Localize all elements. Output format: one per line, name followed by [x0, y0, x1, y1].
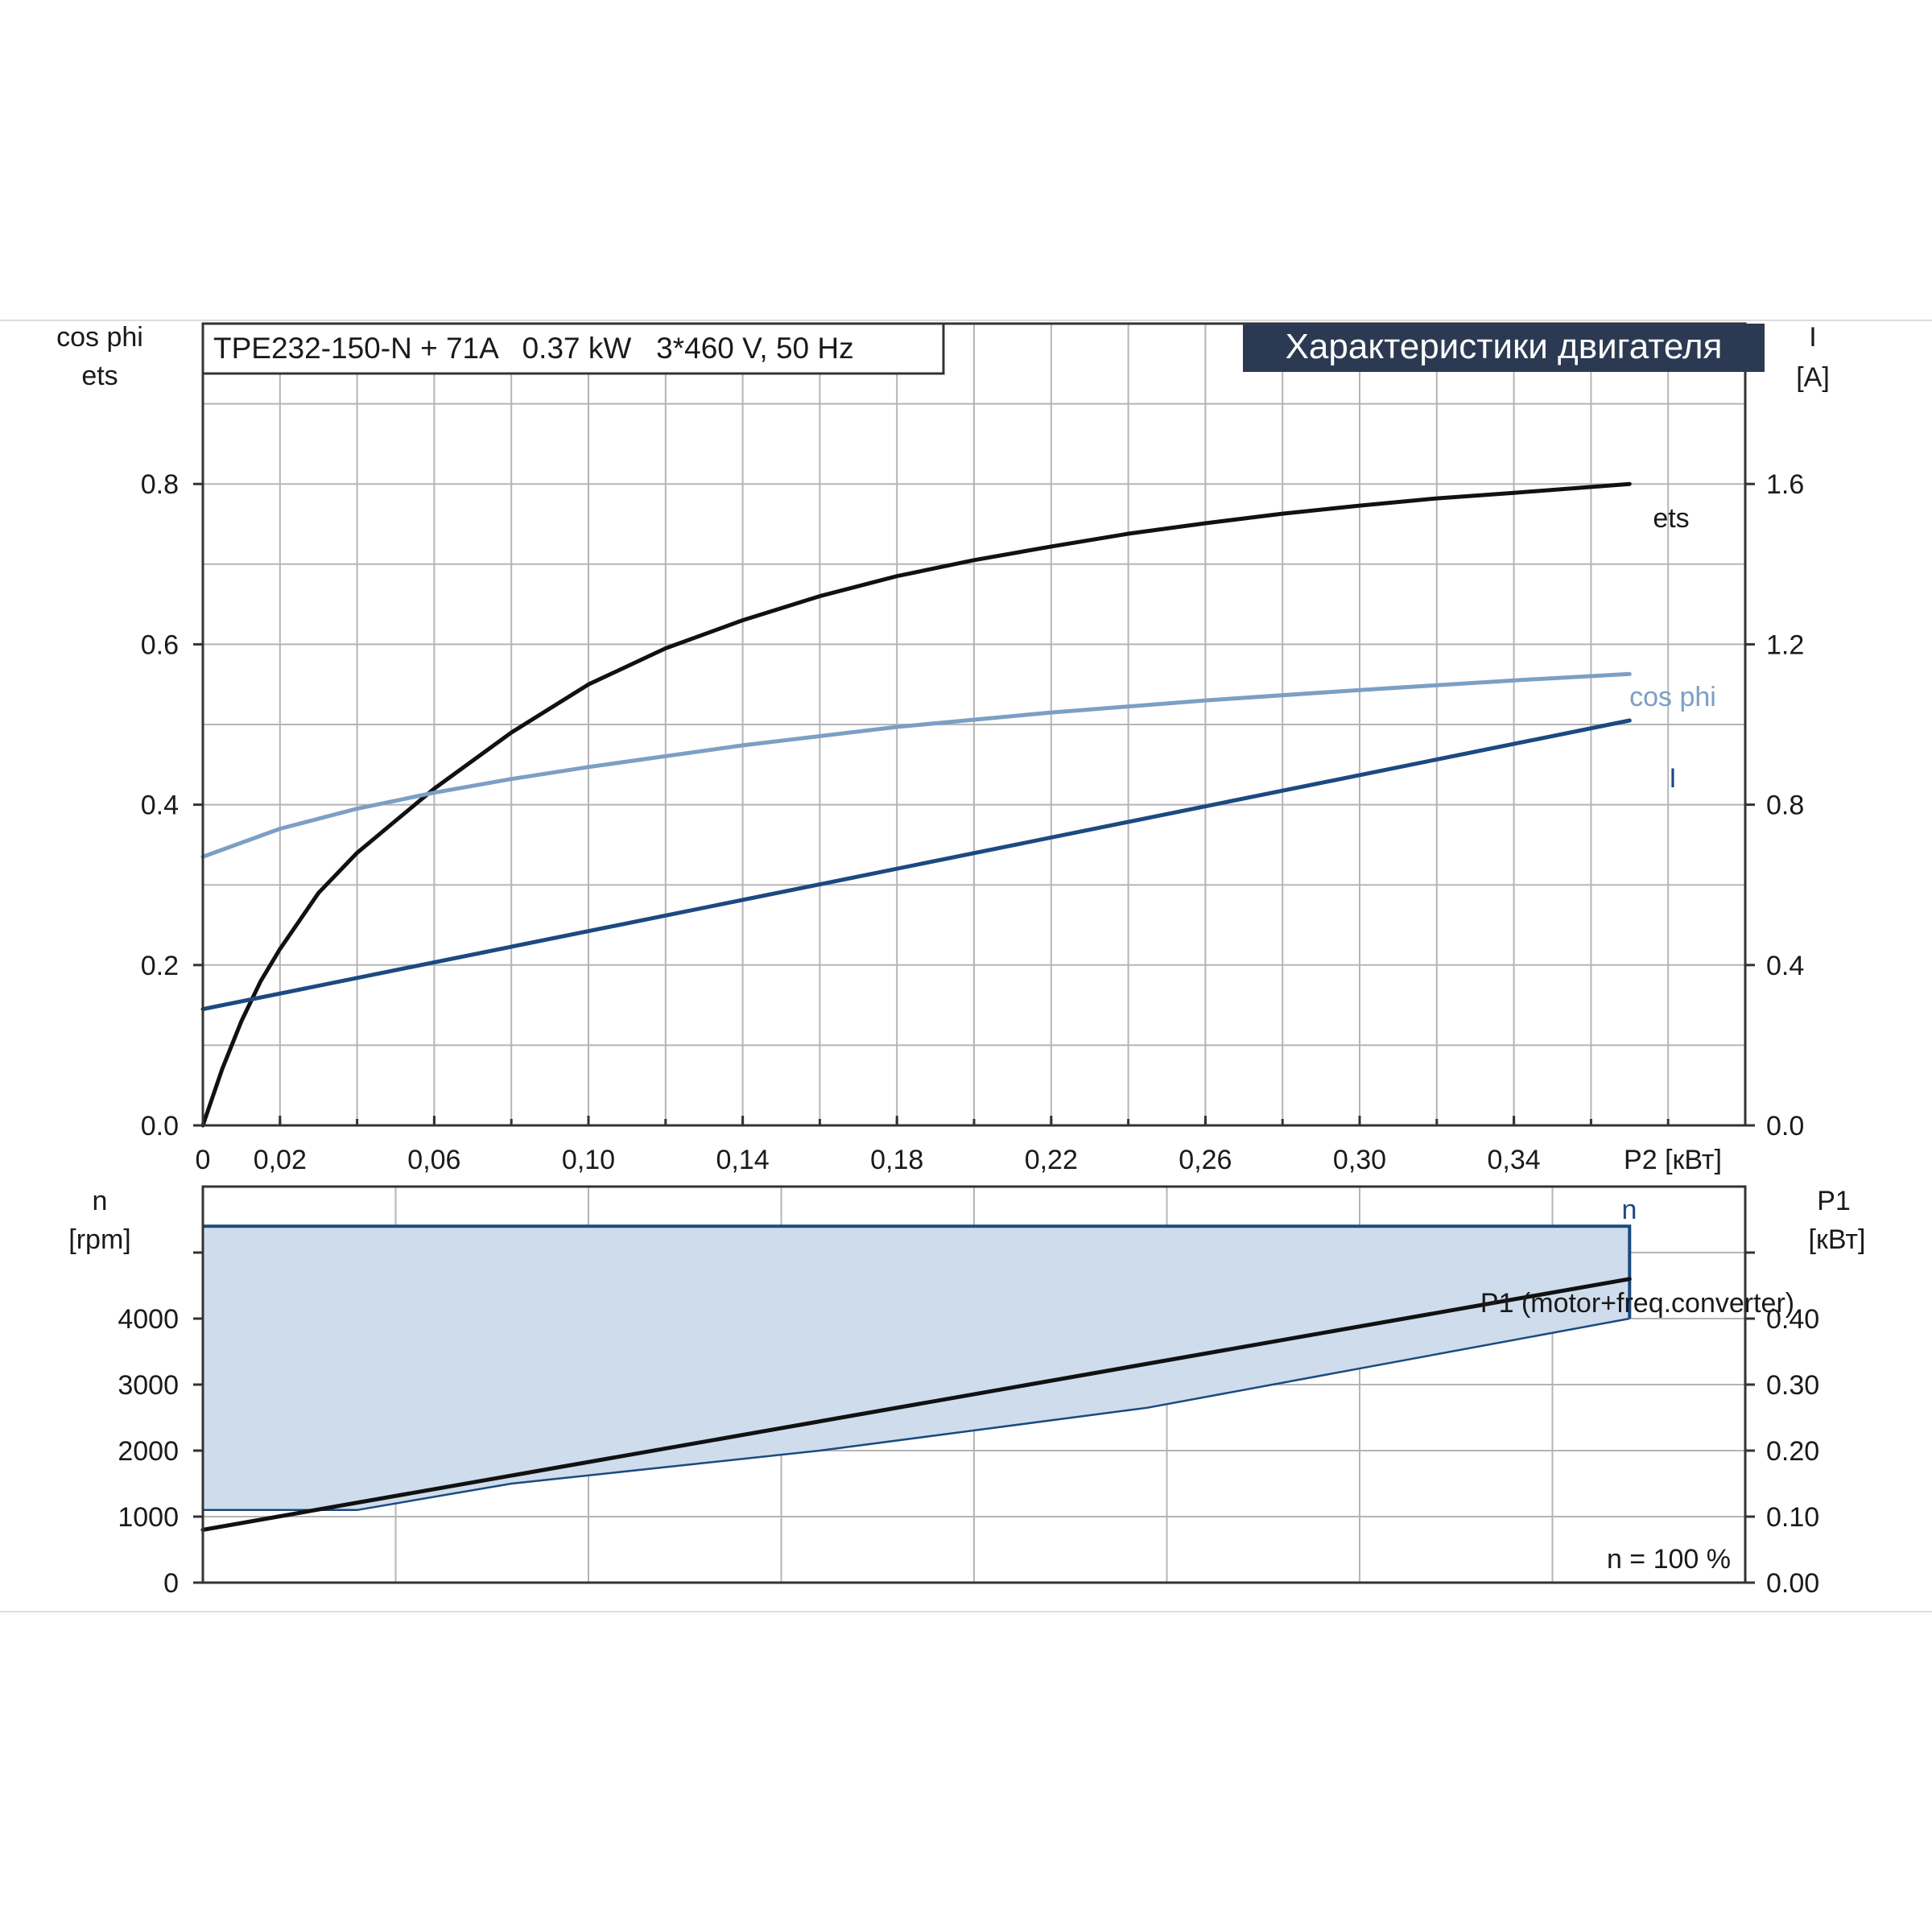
series-label-p1: P1 (motor+freq.converter) — [1480, 1288, 1794, 1319]
right-tick-label: 0.8 — [1766, 791, 1804, 821]
right-tick-label: 0.4 — [1766, 951, 1804, 981]
bottom-left-tick-label: 1000 — [118, 1502, 179, 1533]
right-axis-label-a: [A] — [1796, 362, 1830, 393]
x-tick-label: 0,06 — [407, 1145, 460, 1175]
x-tick-label: 0,18 — [870, 1145, 923, 1175]
top-plot-grid — [203, 324, 1745, 1125]
x-tick-label: 0,26 — [1179, 1145, 1232, 1175]
speed-max-line — [203, 1224, 1632, 1319]
bottom-left-tick-label: 3000 — [118, 1370, 179, 1401]
x-tick-label: 0,10 — [562, 1145, 615, 1175]
series-label-n: n — [1622, 1195, 1637, 1225]
x-axis-label: P2 [кВт] — [1624, 1145, 1722, 1175]
title-badge-text: Характеристики двигателя — [1286, 327, 1723, 366]
x-tick-label: 0,30 — [1333, 1145, 1386, 1175]
series-label-cos-phi: cos phi — [1629, 682, 1716, 712]
right-tick-label: 0.0 — [1766, 1111, 1804, 1141]
left-tick-label: 0.2 — [141, 951, 179, 981]
bottom-left-tick-label: 4000 — [118, 1304, 179, 1335]
top-plot-series — [200, 481, 1632, 1128]
bottom-left-tick-label: 0 — [163, 1568, 179, 1599]
series-line-ets — [200, 481, 1632, 1128]
right-axis-label-kw: [кВт] — [1809, 1224, 1866, 1255]
x-tick-label: 0,22 — [1025, 1145, 1078, 1175]
left-axis-label-ets: ets — [81, 361, 118, 391]
bottom-left-tick-label: 2000 — [118, 1436, 179, 1467]
left-tick-label: 0.6 — [141, 630, 179, 660]
x-tick-label: 0,02 — [254, 1145, 307, 1175]
bottom-right-tick-label: 0.30 — [1766, 1370, 1819, 1401]
right-tick-label: 1.6 — [1766, 469, 1804, 500]
right-axis-label-i: I — [1809, 322, 1816, 353]
x-tick-label: 0 — [196, 1145, 211, 1175]
bottom-right-tick-label: 0.20 — [1766, 1436, 1819, 1467]
bottom-plot-ticks: 0 1000 2000 3000 4000 0.00 0.10 0.20 0.30 0.40 — [118, 1251, 1819, 1599]
bottom-right-tick-label: 0.40 — [1766, 1304, 1819, 1335]
bottom-right-tick-label: 0.10 — [1766, 1502, 1819, 1533]
top-plot-ticks: 0 0,02 0,06 0,10 0,14 0,18 0,22 0,26 0,30 0,34 0.0… — [141, 469, 1805, 1175]
speed-annotation: n = 100 % — [1607, 1544, 1731, 1575]
title-badge — [1243, 324, 1765, 372]
bottom-plot-series — [200, 1224, 1632, 1532]
bottom-right-tick-label: 0.00 — [1766, 1568, 1819, 1599]
right-axis-label-p1: P1 — [1817, 1186, 1851, 1216]
left-axis-label-cos-phi: cos phi — [56, 322, 143, 353]
pump-label: TPE232-150-N + 71A 0.37 kW 3*460 V, 50 H… — [213, 332, 854, 365]
series-label-ets: ets — [1653, 503, 1689, 534]
x-tick-label: 0,34 — [1488, 1145, 1541, 1175]
x-tick-label: 0,14 — [716, 1145, 770, 1175]
right-tick-label: 1.2 — [1766, 630, 1804, 660]
left-tick-label: 0.4 — [141, 791, 179, 821]
speed-range-fill — [203, 1226, 1630, 1510]
series-line-i — [200, 718, 1632, 1012]
series-line-p1 — [200, 1277, 1632, 1532]
left-tick-label: 0.8 — [141, 469, 179, 500]
series-line-cos-phi — [200, 671, 1632, 859]
left-tick-label: 0.0 — [141, 1111, 179, 1141]
left-axis-label-n: n — [93, 1186, 108, 1216]
pump-label-box — [201, 322, 945, 375]
series-label-i: I — [1669, 763, 1676, 794]
left-axis-label-rpm: [rpm] — [68, 1224, 130, 1255]
